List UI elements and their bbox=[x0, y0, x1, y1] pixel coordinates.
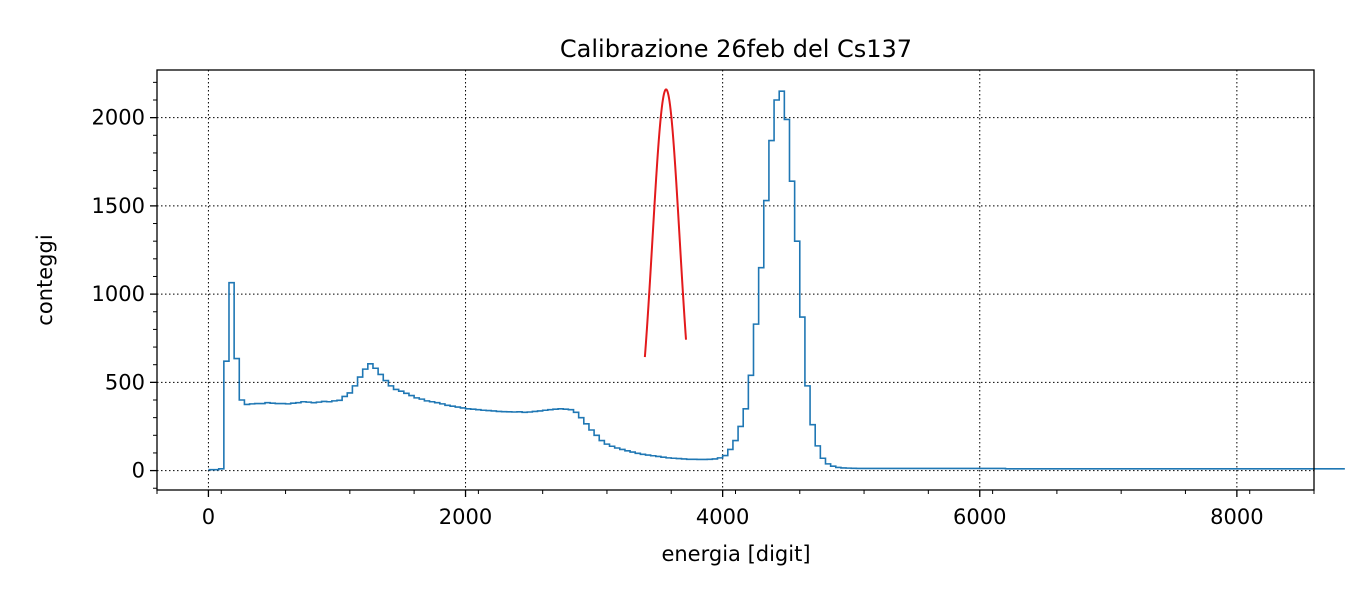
x-tick-label: 2000 bbox=[439, 505, 492, 529]
y-tick-label: 1000 bbox=[92, 282, 145, 306]
x-tick-label: 4000 bbox=[696, 505, 749, 529]
y-axis-label: conteggi bbox=[33, 234, 57, 325]
x-axis-label: energia [digit] bbox=[661, 542, 810, 566]
y-tick-label: 0 bbox=[132, 459, 145, 483]
plot-frame bbox=[156, 69, 1315, 491]
gaussian-fit-series bbox=[643, 88, 688, 358]
x-tick-label: 6000 bbox=[953, 505, 1006, 529]
histogram-series bbox=[208, 90, 1345, 471]
x-tick-label: 8000 bbox=[1210, 505, 1263, 529]
x-axis: 0 2000 4000 6000 8000 bbox=[156, 490, 1315, 529]
y-tick-label: 500 bbox=[105, 370, 145, 394]
y-axis: 0 500 1000 1500 2000 bbox=[92, 81, 157, 489]
plot-area bbox=[208, 88, 1345, 471]
y-tick-label: 1500 bbox=[92, 194, 145, 218]
grid bbox=[157, 70, 1314, 490]
chart-title: Calibrazione 26feb del Cs137 bbox=[560, 35, 912, 63]
y-tick-label: 2000 bbox=[92, 106, 145, 130]
x-tick-label: 0 bbox=[202, 505, 215, 529]
